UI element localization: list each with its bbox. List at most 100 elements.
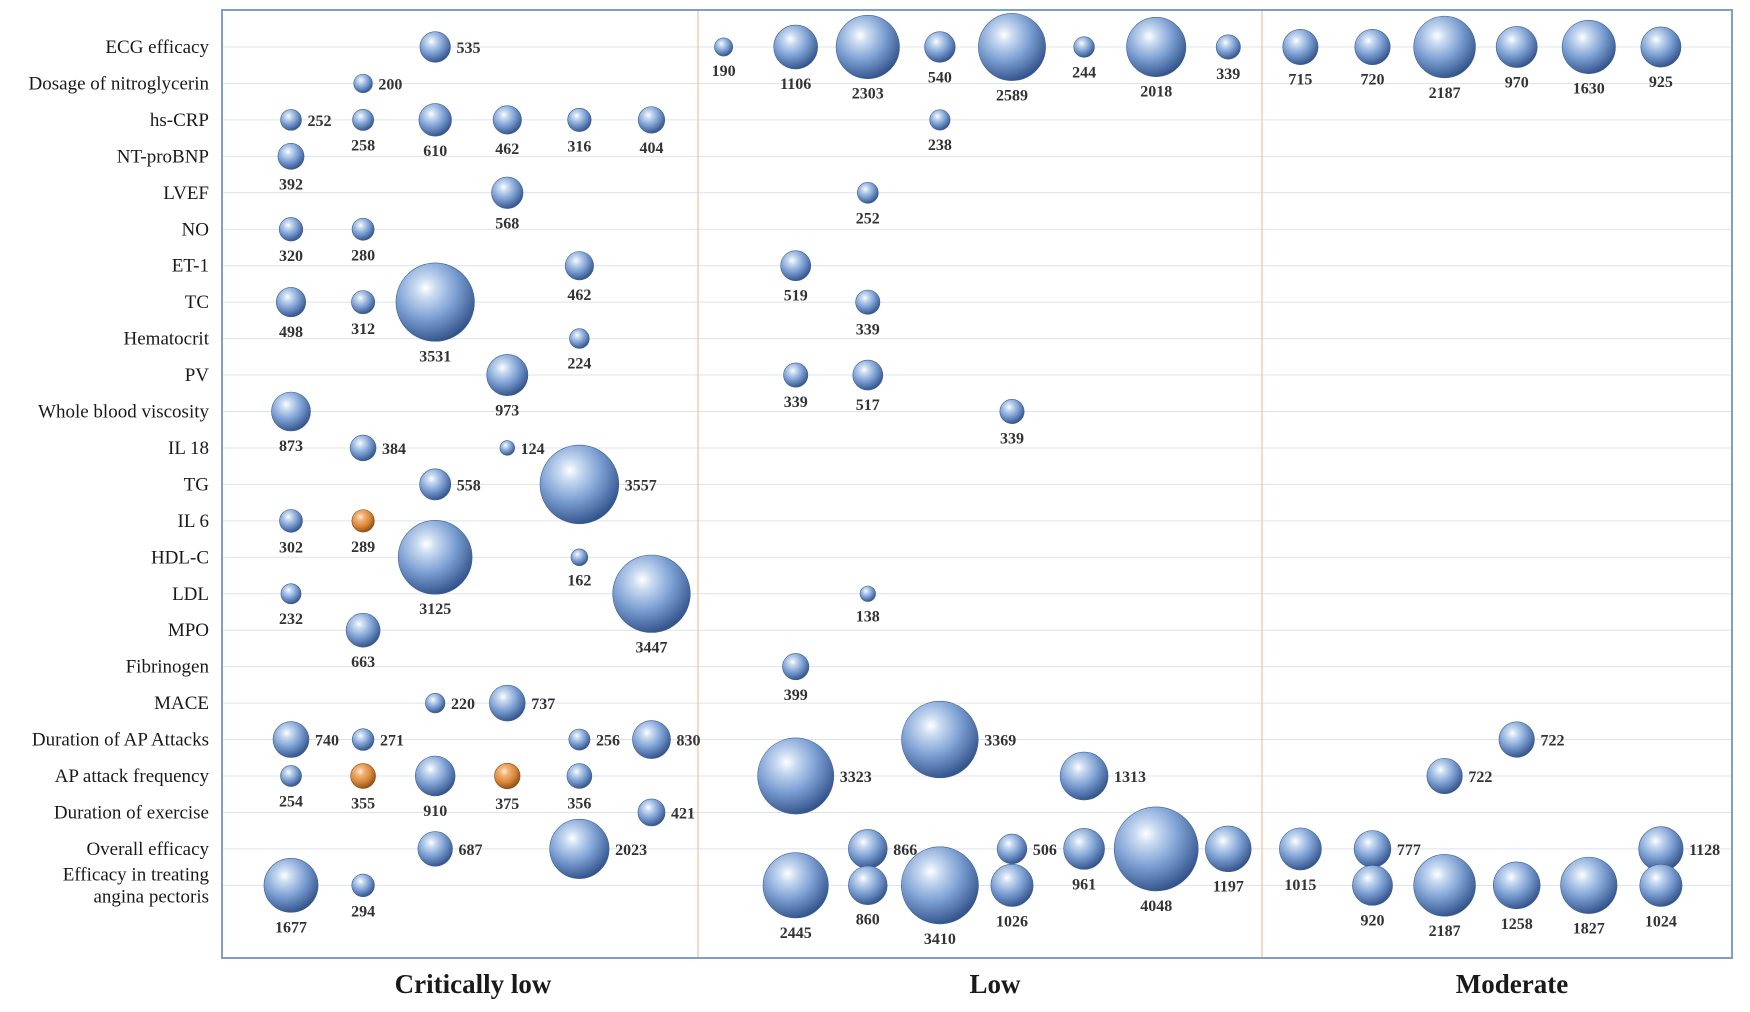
- value-label: 2589: [996, 88, 1028, 105]
- bubble-tg-3557: [539, 444, 620, 525]
- bubble-duration-of-ap-attacks-256: [568, 728, 591, 751]
- row-label-duration-of-ap-attacks: Duration of AP Attacks: [32, 730, 209, 751]
- value-label: 720: [1361, 72, 1385, 89]
- bubble-overall-efficacy-866: [848, 829, 888, 869]
- value-label: 517: [856, 397, 880, 414]
- row-label-hs-crp: hs-CRP: [150, 110, 209, 131]
- value-label: 558: [457, 477, 481, 494]
- row-label-dosage-of-nitroglycerin: Dosage of nitroglycerin: [29, 73, 210, 94]
- bubble-il-6-302: [279, 509, 303, 533]
- value-label: 1106: [780, 76, 811, 93]
- bubble-ecg-efficacy-2303: [835, 15, 900, 79]
- value-label: 421: [671, 805, 695, 822]
- value-label: 294: [351, 904, 375, 921]
- bubble-hs-crp-404: [637, 106, 666, 134]
- value-labels: 535 190 1106 2303 540 2589 244 2018 339 715 720 218…: [275, 40, 1720, 948]
- row-label-lvef: LVEF: [163, 183, 209, 204]
- bubble-duration-of-ap-attacks-740: [272, 721, 310, 758]
- value-label: 256: [596, 733, 620, 750]
- bubble-hdl-c-3125: [397, 520, 473, 595]
- value-label: 1026: [996, 913, 1028, 930]
- bubble-overall-efficacy-777: [1353, 830, 1392, 868]
- row-label-efficacy-in-treating-angina-pectoris: Efficacy in treating angina pectoris: [63, 864, 210, 907]
- bubble-hs-crp-238: [929, 109, 951, 131]
- value-label: 4048: [1140, 898, 1172, 915]
- bubble-et-1-462: [564, 251, 594, 281]
- bubble-ecg-efficacy-2018: [1126, 17, 1187, 77]
- bubble-il-18-124: [499, 440, 515, 456]
- value-label: 3323: [840, 769, 872, 786]
- value-label: 722: [1540, 733, 1564, 750]
- value-label: 1128: [1689, 842, 1720, 859]
- value-label: 860: [856, 912, 880, 929]
- bubble-tg-558: [419, 468, 452, 501]
- value-label: 506: [1033, 842, 1057, 859]
- value-label: 3447: [636, 640, 668, 657]
- row-label-tc: TC: [185, 292, 209, 313]
- bubble-duration-of-exercise-421: [637, 798, 666, 827]
- bubble-ap-attack-frequency-3323: [757, 737, 835, 815]
- value-label: 2023: [615, 842, 647, 859]
- value-label: 866: [893, 842, 917, 859]
- row-label-no: NO: [182, 219, 209, 240]
- row-label-whole-blood-viscosity: Whole blood viscosity: [38, 402, 209, 423]
- row-label-duration-of-exercise: Duration of exercise: [54, 802, 209, 823]
- value-label: 2187: [1429, 923, 1461, 940]
- value-label: 715: [1288, 72, 1312, 89]
- value-label: 519: [784, 288, 808, 305]
- bubble-efficacy-in-treating-angina-pectoris-1827: [1560, 856, 1618, 914]
- group-labels: Critically low Low Moderate: [395, 969, 1569, 999]
- value-label: 289: [351, 539, 375, 556]
- value-label: 404: [640, 140, 664, 157]
- row-label-ap-attack-frequency: AP attack frequency: [55, 766, 210, 787]
- value-label: 355: [351, 795, 375, 812]
- row-label-tg: TG: [184, 474, 210, 495]
- row-label-ldl: LDL: [172, 584, 209, 605]
- value-label: 252: [856, 210, 880, 227]
- bubble-mace-737: [489, 684, 526, 722]
- value-label: 339: [1216, 66, 1240, 83]
- value-label: 339: [784, 394, 808, 411]
- value-label: 498: [279, 324, 303, 341]
- bubble-pv-339: [783, 362, 809, 388]
- value-label: 232: [279, 611, 303, 628]
- value-label: 224: [567, 355, 591, 372]
- bubble-ldl-232: [280, 583, 302, 605]
- bubble-hdl-c-162: [570, 548, 589, 567]
- row-label-fibrinogen: Fibrinogen: [126, 657, 210, 678]
- bubble-ldl-138: [859, 585, 876, 602]
- value-label: 238: [928, 137, 952, 154]
- bubble-ecg-efficacy-1106: [773, 24, 818, 70]
- bubble-hs-crp-316: [567, 107, 592, 132]
- value-label: 737: [531, 696, 555, 713]
- value-label: 663: [351, 654, 375, 671]
- value-label: 687: [459, 842, 483, 859]
- value-label: 3531: [419, 348, 451, 365]
- plot-frame: [221, 9, 1733, 959]
- bubble-ecg-efficacy-2187: [1413, 15, 1476, 79]
- value-label: 399: [784, 687, 808, 704]
- plot-border: [221, 9, 1733, 959]
- bubble-ldl-3447: [612, 554, 691, 633]
- value-label: 392: [279, 176, 303, 193]
- value-label: 356: [567, 795, 591, 812]
- value-label: 2445: [780, 925, 812, 942]
- bubble-efficacy-in-treating-angina-pectoris-294: [351, 873, 375, 897]
- row-label-ecg-efficacy: ECG efficacy: [105, 37, 209, 58]
- bubble-ap-attack-frequency-375: [494, 762, 521, 790]
- bubble-pv-973: [486, 354, 529, 396]
- value-label: 244: [1072, 64, 1096, 81]
- bubble-ap-attack-frequency-910: [414, 755, 456, 797]
- bubble-hs-crp-610: [418, 103, 452, 137]
- bubble-hs-crp-252: [280, 109, 302, 131]
- bubble-duration-of-ap-attacks-830: [632, 720, 671, 759]
- bubble-overall-efficacy-687: [417, 831, 453, 867]
- row-label-il-6: IL 6: [178, 511, 209, 532]
- bubble-overall-efficacy-961: [1063, 828, 1105, 870]
- value-label: 312: [351, 321, 375, 338]
- value-label: 316: [567, 139, 591, 156]
- bubble-efficacy-in-treating-angina-pectoris-860: [848, 865, 888, 906]
- bubble-efficacy-in-treating-angina-pectoris-920: [1352, 865, 1393, 906]
- value-label: 3369: [984, 733, 1016, 750]
- group-label-critically-low: Critically low: [395, 969, 552, 999]
